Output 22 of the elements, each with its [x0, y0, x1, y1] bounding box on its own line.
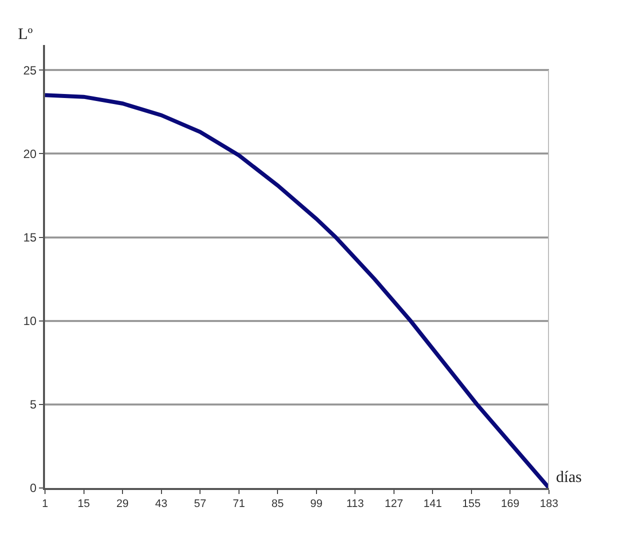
y-axis-title: Lº [18, 26, 33, 43]
y-tick-label: 0 [30, 481, 37, 496]
y-tick-label: 5 [30, 398, 37, 412]
x-tick-label: 29 [116, 498, 129, 510]
x-tick-label: 1 [42, 498, 48, 510]
y-tick-label: 25 [23, 63, 37, 78]
x-axis-title: días [556, 469, 582, 486]
x-tick-label: 85 [271, 498, 284, 510]
x-tick-label: 169 [501, 498, 520, 510]
x-tick-label: 113 [346, 498, 364, 510]
x-tick-label: 43 [155, 498, 168, 510]
x-tick-label: 141 [424, 498, 442, 510]
y-tick-label: 15 [23, 230, 37, 244]
y-tick-label: 10 [23, 314, 37, 328]
x-tick-label: 57 [194, 498, 206, 510]
x-tick-label: 15 [78, 498, 90, 510]
x-tick-label: 99 [310, 498, 323, 510]
x-tick-label: 155 [462, 498, 481, 510]
x-tick-label: 183 [540, 498, 558, 510]
x-tick-label: 127 [384, 498, 404, 510]
y-tick-label: 20 [23, 146, 37, 161]
x-tick-label: 71 [232, 498, 245, 510]
